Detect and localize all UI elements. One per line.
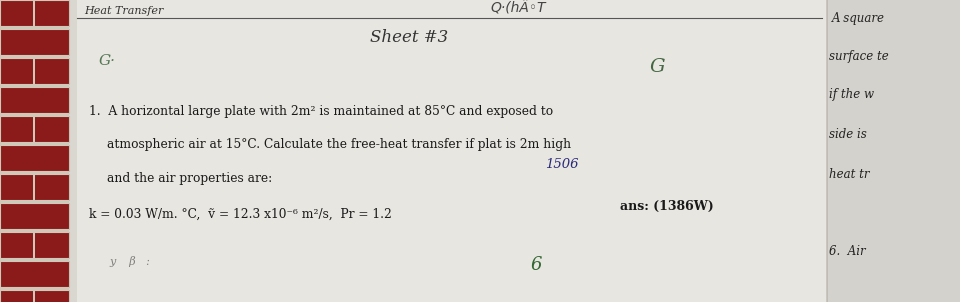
Bar (0, 200, 69, 203)
Bar (0, 145, 69, 171)
Text: Sheet #3: Sheet #3 (370, 29, 448, 46)
Text: surface te: surface te (829, 50, 889, 63)
Bar (0, 142, 69, 145)
Text: Q·(hÂ◦T: Q·(hÂ◦T (490, 1, 545, 16)
Bar (0, 232, 69, 258)
Bar (33, 0, 35, 26)
Bar (0, 287, 69, 290)
Text: heat tr: heat tr (829, 168, 870, 181)
Bar (33, 232, 35, 258)
Bar (0, 258, 69, 261)
Bar (69, 0, 77, 302)
Text: 6: 6 (530, 256, 541, 274)
Bar (0, 55, 69, 58)
Text: and the air properties are:: and the air properties are: (107, 172, 273, 185)
Bar (33, 290, 35, 302)
Text: if the w: if the w (829, 88, 874, 101)
Bar (0, 203, 69, 229)
Text: 1506: 1506 (545, 158, 579, 171)
Bar (33, 174, 35, 200)
Text: 1.  A horizontal large plate with 2m² is maintained at 85°C and exposed to: 1. A horizontal large plate with 2m² is … (89, 105, 553, 118)
Bar (69, 0, 827, 302)
Bar (0, 29, 69, 55)
Bar (0, 229, 69, 232)
Bar (0, 174, 69, 200)
Bar (0, 290, 69, 302)
Text: side is: side is (829, 128, 867, 141)
Bar (827, 0, 960, 302)
Bar (33, 58, 35, 84)
Text: k = 0.03 W/m. °C,  ṽ = 12.3 x10⁻⁶ m²/s,  Pr = 1.2: k = 0.03 W/m. °C, ṽ = 12.3 x10⁻⁶ m²/s, P… (89, 208, 392, 221)
Text: G·: G· (99, 54, 116, 68)
Text: A square: A square (832, 12, 885, 25)
Text: Heat Transfer: Heat Transfer (84, 6, 163, 16)
Bar (0, 116, 69, 142)
Bar (0, 113, 69, 116)
Text: y    β   :: y β : (109, 256, 150, 267)
Bar (0, 261, 69, 287)
Bar (0, 58, 69, 84)
Text: G: G (650, 58, 665, 76)
Bar (33, 116, 35, 142)
Text: 6.  Air: 6. Air (829, 245, 866, 258)
Bar (0, 26, 69, 29)
Bar (0, 87, 69, 113)
Text: ans: (1386W): ans: (1386W) (620, 200, 713, 213)
Bar (0, 84, 69, 87)
Text: atmospheric air at 15°C. Calculate the free-heat transfer if plat is 2m high: atmospheric air at 15°C. Calculate the f… (107, 138, 571, 151)
Bar (0, 171, 69, 174)
Bar (0, 0, 69, 26)
